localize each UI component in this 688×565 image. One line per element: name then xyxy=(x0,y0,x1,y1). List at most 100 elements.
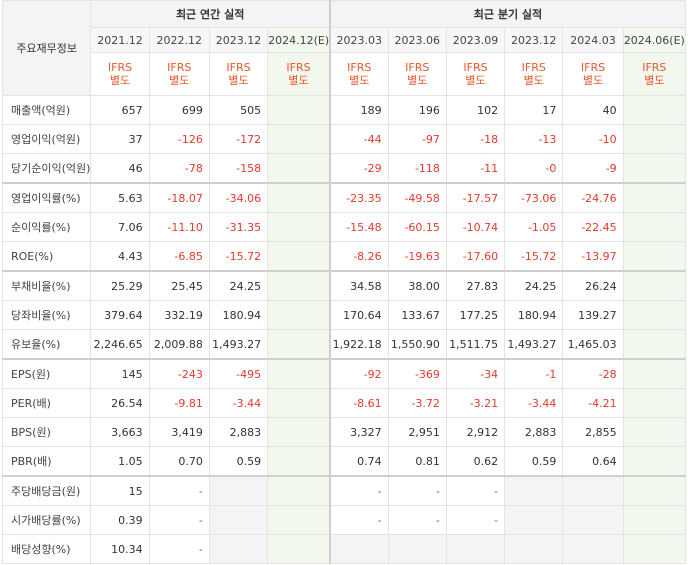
standalone-text: 별도 xyxy=(407,74,428,87)
table-cell: 332.19 xyxy=(148,300,210,330)
table-cell xyxy=(622,417,687,447)
table-row: 배당성향(%) 10.34- xyxy=(1,534,687,564)
table-cell: -19.63 xyxy=(387,241,447,272)
table-cell: 1,465.03 xyxy=(562,329,624,360)
table-cell xyxy=(622,300,687,330)
table-cell: -10.74 xyxy=(445,212,506,242)
table-cell: 0.59 xyxy=(208,446,269,477)
ifrs-standalone-label: IFRS 별도 xyxy=(622,52,687,96)
ifrs-standalone-label: IFRS 별도 xyxy=(562,52,624,96)
table-row: EPS(원) 145 -243 -495 -92 -369 -34 -1 -28 xyxy=(1,358,687,389)
standalone-text: 별도 xyxy=(582,74,604,87)
table-cell: 10.34 xyxy=(90,534,150,564)
table-cell xyxy=(622,505,687,535)
table-cell: -13 xyxy=(504,124,564,154)
standalone-text: 별도 xyxy=(523,74,544,87)
table-row: 영업이익(억원) 37 -126 -172 -44 -97 -18 -13 -10 xyxy=(1,124,687,154)
table-cell: - xyxy=(328,475,389,506)
table-cell: -18 xyxy=(445,124,506,154)
ifrs-standalone-label: IFRS 별도 xyxy=(148,52,210,96)
table-cell xyxy=(267,417,331,447)
table-cell: 0.74 xyxy=(328,446,389,477)
table-cell: 2,883 xyxy=(208,417,269,447)
table-cell: 3,419 xyxy=(148,417,210,447)
table-cell: 1,922.18 xyxy=(328,329,389,360)
table-cell xyxy=(267,358,331,389)
table-cell: -44 xyxy=(328,124,389,154)
row-label: 매출액(억원) xyxy=(1,95,92,125)
table-cell: 0.81 xyxy=(387,446,447,477)
quarter-date-header: 2023.12 xyxy=(504,27,564,53)
ifrs-standalone-label: IFRS 별도 xyxy=(445,52,506,96)
table-cell: 25.45 xyxy=(148,270,210,301)
table-cell xyxy=(622,534,687,564)
table-cell: 1.05 xyxy=(90,446,150,477)
table-cell: 2,009.88 xyxy=(148,329,210,360)
table-cell: 0.59 xyxy=(504,446,564,477)
table-cell: 4.43 xyxy=(90,241,150,272)
table-cell: -60.15 xyxy=(387,212,447,242)
table-cell: 699 xyxy=(148,95,210,125)
table-cell xyxy=(267,270,331,301)
table-cell xyxy=(267,534,331,564)
table-cell: -15.72 xyxy=(208,241,269,272)
ifrs-standalone-label: IFRS 별도 xyxy=(328,52,389,96)
table-cell: -0 xyxy=(504,153,564,184)
table-cell: -8.26 xyxy=(328,241,389,272)
quarter-date-header: 2023.09 xyxy=(445,27,506,53)
ifrs-text: IFRS xyxy=(463,60,488,74)
table-cell xyxy=(562,505,624,535)
ifrs-text: IFRS xyxy=(580,60,606,74)
table-row: PBR(배) 1.05 0.70 0.59 0.74 0.81 0.62 0.59 0.64 xyxy=(1,446,687,477)
table-cell: -4.21 xyxy=(562,388,624,418)
table-cell: 46 xyxy=(90,153,150,184)
table-cell: 0.62 xyxy=(445,446,506,477)
ifrs-text: IFRS xyxy=(347,60,372,74)
table-cell: -15.72 xyxy=(504,241,564,272)
table-cell: 0.64 xyxy=(562,446,624,477)
table-cell: 37 xyxy=(90,124,150,154)
ifrs-text: IFRS xyxy=(107,60,133,74)
table-cell: -1.05 xyxy=(504,212,564,242)
table-cell xyxy=(622,329,687,360)
table-row: 당좌비율(%) 379.64 332.19 180.94 170.64 133.67 177… xyxy=(1,300,687,330)
standalone-text: 별도 xyxy=(109,74,131,87)
row-label: 당기순이익(억원) xyxy=(1,153,92,184)
table-row: 부채비율(%) 25.29 25.45 24.25 34.58 38.00 27.83 24.… xyxy=(1,270,687,301)
table-row: 유보율(%) 2,246.65 2,009.88 1,493.27 1,922.18 1,… xyxy=(1,329,687,360)
table-cell xyxy=(504,505,564,535)
table-cell xyxy=(622,212,687,242)
table-cell: 26.24 xyxy=(562,270,624,301)
table-cell: -158 xyxy=(208,153,269,184)
ifrs-text: IFRS xyxy=(226,60,251,74)
ifrs-text: IFRS xyxy=(167,60,192,74)
table-cell xyxy=(267,475,331,506)
table-cell: -13.97 xyxy=(562,241,624,272)
table-cell xyxy=(622,95,687,125)
ifrs-standalone-label: IFRS 별도 xyxy=(208,52,269,96)
table-cell xyxy=(622,388,687,418)
table-cell: 1,493.27 xyxy=(208,329,269,360)
table-cell: 24.25 xyxy=(504,270,564,301)
table-cell: -6.85 xyxy=(148,241,210,272)
table-cell: 133.67 xyxy=(387,300,447,330)
table-cell xyxy=(562,475,624,506)
annual-date-header: 2021.12 xyxy=(90,27,150,53)
table-cell: -49.58 xyxy=(387,182,447,213)
table-cell: 0.70 xyxy=(148,446,210,477)
table-cell: - xyxy=(445,475,506,506)
table-cell xyxy=(208,505,269,535)
table-cell: -495 xyxy=(208,358,269,389)
table-cell: -34 xyxy=(445,358,506,389)
annual-results-title: 최근 연간 실적 xyxy=(90,0,331,28)
table-cell: 3,327 xyxy=(328,417,389,447)
table-cell: - xyxy=(148,505,210,535)
standalone-text: 별도 xyxy=(349,74,370,87)
table-row: 매출액(억원) 657 699 505 189 196 102 17 40 xyxy=(1,95,687,125)
table-cell: -31.35 xyxy=(208,212,269,242)
table-cell: -243 xyxy=(148,358,210,389)
table-cell xyxy=(267,212,331,242)
table-cell: 38.00 xyxy=(387,270,447,301)
table-cell: 145 xyxy=(90,358,150,389)
table-cell xyxy=(622,358,687,389)
